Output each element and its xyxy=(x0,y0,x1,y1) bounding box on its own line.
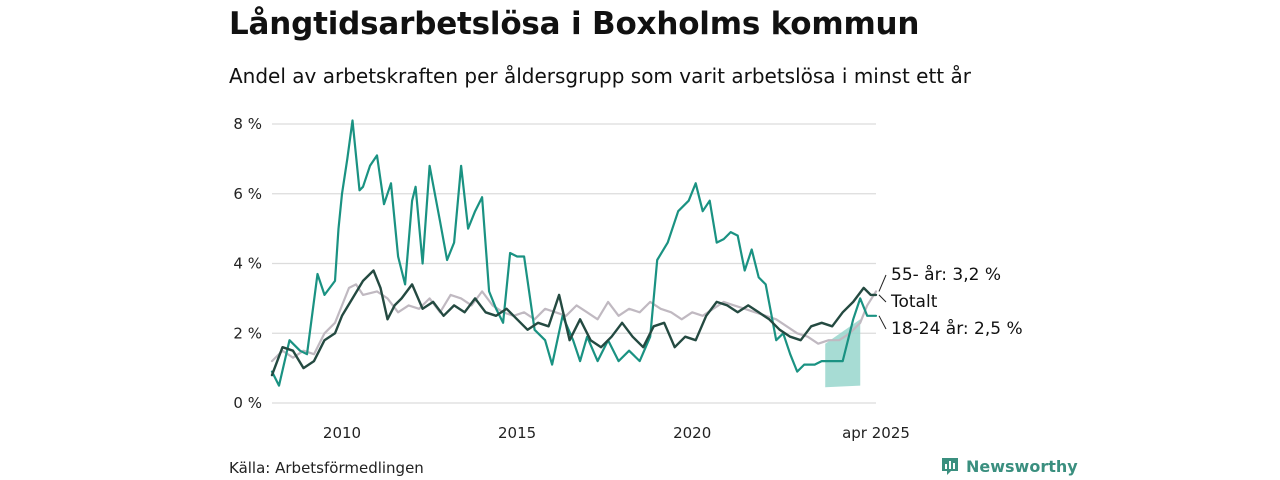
label-leader-line xyxy=(878,274,887,292)
series-line-18-24 xyxy=(270,119,878,387)
chart-subtitle: Andel av arbetskraften per åldersgrupp s… xyxy=(229,64,971,88)
brand-logo: Newsworthy xyxy=(940,456,1078,476)
youth-uncertainty-band xyxy=(825,319,861,388)
y-tick-label: 0 % xyxy=(233,394,262,412)
brand-name: Newsworthy xyxy=(966,456,1078,476)
source-note: Källa: Arbetsförmedlingen xyxy=(229,459,424,477)
band-layer xyxy=(825,319,861,388)
series-label-55: 55- år: 3,2 % xyxy=(891,264,1001,285)
x-tick-label: 2010 xyxy=(323,424,361,442)
x-tick-label: apr 2025 xyxy=(842,424,910,442)
newsworthy-logo-icon xyxy=(942,458,958,475)
label-leader-line xyxy=(878,294,887,303)
y-tick-label: 4 % xyxy=(233,255,262,273)
x-tick-label: 2020 xyxy=(673,424,711,442)
series-label-18-24: 18-24 år: 2,5 % xyxy=(891,318,1023,339)
y-tick-label: 8 % xyxy=(233,115,262,133)
y-tick-label: 2 % xyxy=(233,324,262,342)
series-line-totalt xyxy=(270,269,878,377)
series-label-totalt: Totalt xyxy=(890,292,938,312)
series-line-55 xyxy=(270,283,878,363)
x-tick-label: 2015 xyxy=(498,424,536,442)
chart-title: Långtidsarbetslösa i Boxholms kommun xyxy=(229,6,920,42)
label-layer: 18-24 år: 2,5 % Totalt 55- år: 3,2 % xyxy=(878,264,1023,339)
series-layer xyxy=(270,119,878,387)
label-leader-line xyxy=(878,315,887,330)
y-tick-label: 6 % xyxy=(233,185,262,203)
grid-layer: 0 % 2 % 4 % 6 % 8 % 2010 2015 2020 apr 2025 xyxy=(233,115,909,442)
